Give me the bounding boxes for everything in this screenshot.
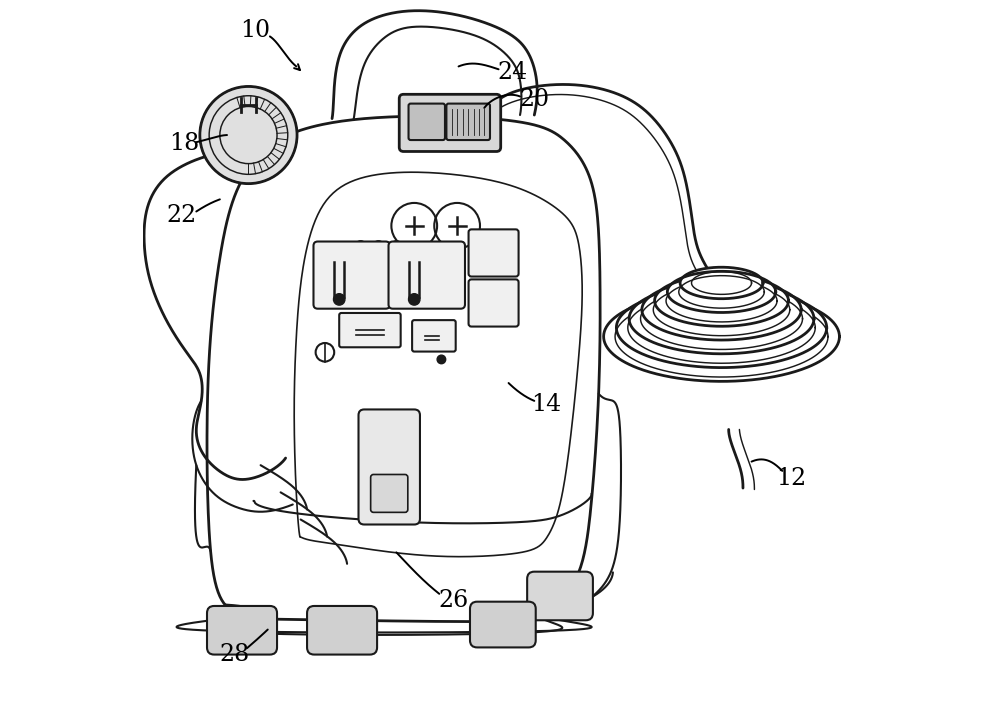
Circle shape: [354, 241, 367, 253]
FancyBboxPatch shape: [469, 279, 519, 326]
FancyBboxPatch shape: [446, 104, 490, 140]
Circle shape: [372, 241, 385, 253]
Circle shape: [437, 355, 446, 364]
Text: 28: 28: [219, 643, 249, 666]
FancyBboxPatch shape: [313, 241, 390, 309]
FancyBboxPatch shape: [359, 410, 420, 525]
Polygon shape: [616, 288, 827, 367]
FancyBboxPatch shape: [307, 606, 377, 654]
Polygon shape: [655, 276, 788, 326]
FancyBboxPatch shape: [469, 229, 519, 276]
Text: 10: 10: [241, 19, 271, 42]
Circle shape: [390, 241, 403, 253]
Polygon shape: [604, 291, 839, 382]
Text: 14: 14: [531, 393, 562, 416]
Polygon shape: [642, 279, 801, 340]
Polygon shape: [629, 284, 814, 354]
Circle shape: [409, 294, 420, 305]
Text: 26: 26: [438, 589, 469, 612]
FancyBboxPatch shape: [527, 571, 593, 620]
Text: 12: 12: [776, 467, 807, 490]
FancyBboxPatch shape: [207, 606, 277, 654]
Polygon shape: [667, 271, 776, 312]
Polygon shape: [680, 267, 763, 299]
Circle shape: [333, 294, 345, 305]
FancyBboxPatch shape: [470, 601, 536, 647]
Text: 22: 22: [167, 203, 197, 226]
FancyBboxPatch shape: [399, 95, 501, 152]
Text: 20: 20: [519, 88, 549, 111]
FancyBboxPatch shape: [412, 320, 456, 352]
FancyBboxPatch shape: [389, 241, 465, 309]
Text: 24: 24: [498, 61, 528, 84]
Text: 18: 18: [169, 132, 199, 155]
FancyBboxPatch shape: [409, 104, 445, 140]
FancyBboxPatch shape: [371, 475, 408, 513]
FancyBboxPatch shape: [339, 313, 401, 347]
Circle shape: [200, 87, 297, 183]
